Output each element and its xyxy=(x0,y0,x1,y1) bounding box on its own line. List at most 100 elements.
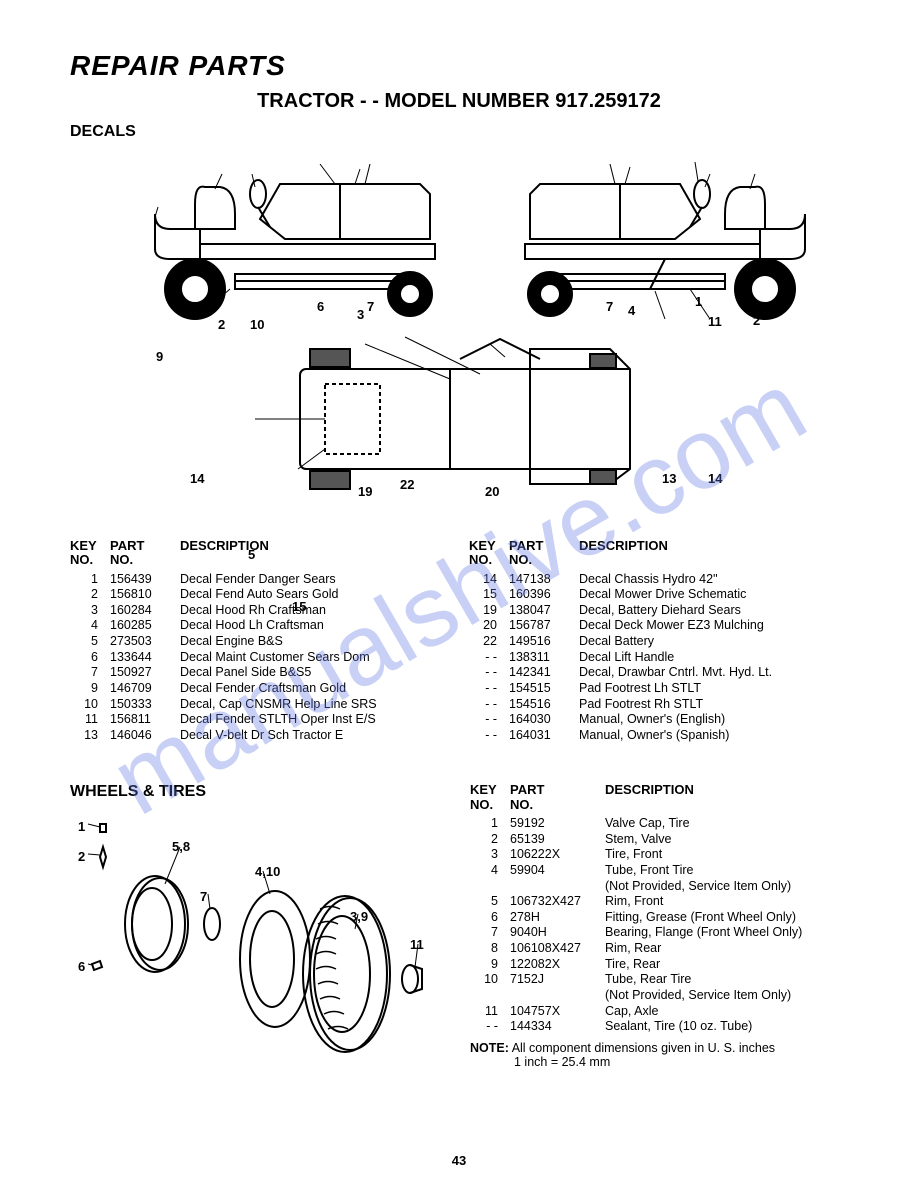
cell-desc: Decal Lift Handle xyxy=(579,650,848,666)
diagram-callout: 6 xyxy=(78,959,85,974)
cell-desc: Decal Fender Craftsman Gold xyxy=(180,681,449,697)
cell-desc: Tire, Front xyxy=(605,847,848,863)
cell-key: - - xyxy=(469,697,509,713)
cell-key: 4 xyxy=(70,618,110,634)
diagram-callout: 2 xyxy=(78,849,85,864)
cell-key xyxy=(470,988,510,1004)
cell-desc: Pad Footrest Rh STLT xyxy=(579,697,848,713)
cell-part: 7152J xyxy=(510,972,605,988)
table-row: - -138311Decal Lift Handle xyxy=(469,650,848,666)
cell-desc: Rim, Front xyxy=(605,894,848,910)
cell-key: 15 xyxy=(469,587,509,603)
cell-desc: Decal Engine B&S xyxy=(180,634,449,650)
cell-desc: Tube, Rear Tire xyxy=(605,972,848,988)
cell-desc: Decal Mower Drive Schematic xyxy=(579,587,848,603)
cell-key: 13 xyxy=(70,728,110,744)
table-row: 5106732X427Rim, Front xyxy=(470,894,848,910)
cell-desc: Decal, Drawbar Cntrl. Mvt. Hyd. Lt. xyxy=(579,665,848,681)
table-row: 11156811Decal Fender STLTH Oper Inst E/S xyxy=(70,712,449,728)
tractor-left-view xyxy=(140,159,450,329)
wheels-section: WHEELS & TIRES xyxy=(70,783,848,1069)
diagram-callout: 4,10 xyxy=(255,864,280,879)
cell-desc: Manual, Owner's (English) xyxy=(579,712,848,728)
header-part: PART NO. xyxy=(510,783,605,812)
cell-key: - - xyxy=(469,650,509,666)
diagram-callout: 6 xyxy=(317,299,324,314)
diagram-callout: 14 xyxy=(708,471,722,486)
decals-table-right: KEY NO. PART NO. DESCRIPTION 14147138Dec… xyxy=(469,539,848,743)
cell-key: 1 xyxy=(70,572,110,588)
page-main-title: REPAIR PARTS xyxy=(70,50,848,82)
header-key: KEY NO. xyxy=(469,539,509,568)
cell-key xyxy=(470,879,510,895)
decals-section-title: DECALS xyxy=(70,123,848,141)
cell-desc: Sealant, Tire (10 oz. Tube) xyxy=(605,1019,848,1035)
diagram-callout: 14 xyxy=(190,471,204,486)
page-number: 43 xyxy=(452,1153,466,1168)
diagram-callout: 10 xyxy=(250,317,264,332)
table-row: 19138047Decal, Battery Diehard Sears xyxy=(469,603,848,619)
cell-part: 154516 xyxy=(509,697,579,713)
table-row: 107152JTube, Rear Tire xyxy=(470,972,848,988)
cell-key: 6 xyxy=(470,910,510,926)
header-desc: DESCRIPTION xyxy=(605,783,848,812)
cell-key: 7 xyxy=(470,925,510,941)
cell-key: 4 xyxy=(470,863,510,879)
cell-desc: Tube, Front Tire xyxy=(605,863,848,879)
table-row: - -154515Pad Footrest Lh STLT xyxy=(469,681,848,697)
cell-part: 106222X xyxy=(510,847,605,863)
cell-key: 5 xyxy=(70,634,110,650)
cell-key: - - xyxy=(470,1019,510,1035)
cell-part: 149516 xyxy=(509,634,579,650)
diagram-callout: 7 xyxy=(606,299,613,314)
diagram-callout: 1 xyxy=(695,294,702,309)
wheels-diagram: 125,84,1073,9116 xyxy=(70,809,450,1069)
cell-key: 22 xyxy=(469,634,509,650)
decals-tables-row: KEY NO. PART NO. DESCRIPTION 1156439Deca… xyxy=(70,539,848,743)
table-row: 79040HBearing, Flange (Front Wheel Only) xyxy=(470,925,848,941)
cell-key: 1 xyxy=(470,816,510,832)
cell-key: 10 xyxy=(70,697,110,713)
table-row: - -154516Pad Footrest Rh STLT xyxy=(469,697,848,713)
table-row: 459904Tube, Front Tire xyxy=(470,863,848,879)
cell-part: 133644 xyxy=(110,650,180,666)
table-row: 15160396Decal Mower Drive Schematic xyxy=(469,587,848,603)
cell-key: 8 xyxy=(470,941,510,957)
cell-key: 6 xyxy=(70,650,110,666)
cell-part: 150333 xyxy=(110,697,180,713)
cell-part: 122082X xyxy=(510,957,605,973)
table-row: 3106222XTire, Front xyxy=(470,847,848,863)
table-row: 11104757XCap, Axle xyxy=(470,1004,848,1020)
cell-part: 160396 xyxy=(509,587,579,603)
cell-key: 11 xyxy=(470,1004,510,1020)
table-row: 5273503Decal Engine B&S xyxy=(70,634,449,650)
diagram-callout: 11 xyxy=(410,937,424,952)
cell-part: 273503 xyxy=(110,634,180,650)
cell-part xyxy=(510,988,605,1004)
table-row: - -144334Sealant, Tire (10 oz. Tube) xyxy=(470,1019,848,1035)
cell-part: 160284 xyxy=(110,603,180,619)
diagram-callout: 13 xyxy=(662,471,676,486)
cell-part: 156811 xyxy=(110,712,180,728)
cell-part: 9040H xyxy=(510,925,605,941)
table-row: 13146046Decal V-belt Dr Sch Tractor E xyxy=(70,728,449,744)
cell-key: 7 xyxy=(70,665,110,681)
cell-desc: Cap, Axle xyxy=(605,1004,848,1020)
table-row: 1156439Decal Fender Danger Sears xyxy=(70,572,449,588)
cell-part: 154515 xyxy=(509,681,579,697)
diagram-callout: 7 xyxy=(367,299,374,314)
note-text: All component dimensions given in U. S. … xyxy=(512,1041,775,1055)
cell-part: 106108X427 xyxy=(510,941,605,957)
table-row: (Not Provided, Service Item Only) xyxy=(470,879,848,895)
wheels-note: NOTE: All component dimensions given in … xyxy=(470,1041,848,1069)
cell-part: 138047 xyxy=(509,603,579,619)
cell-key: 19 xyxy=(469,603,509,619)
wheels-section-title: WHEELS & TIRES xyxy=(70,783,450,801)
cell-part: 278H xyxy=(510,910,605,926)
table-row: 9122082XTire, Rear xyxy=(470,957,848,973)
cell-part: 142341 xyxy=(509,665,579,681)
diagram-callout: 5,8 xyxy=(172,839,190,854)
table-row: 6278HFitting, Grease (Front Wheel Only) xyxy=(470,910,848,926)
table-row: (Not Provided, Service Item Only) xyxy=(470,988,848,1004)
cell-part: 164031 xyxy=(509,728,579,744)
